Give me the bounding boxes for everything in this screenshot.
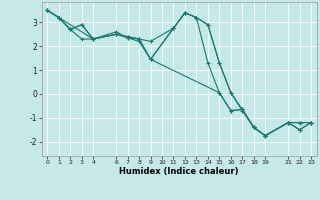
X-axis label: Humidex (Indice chaleur): Humidex (Indice chaleur) [119,167,239,176]
